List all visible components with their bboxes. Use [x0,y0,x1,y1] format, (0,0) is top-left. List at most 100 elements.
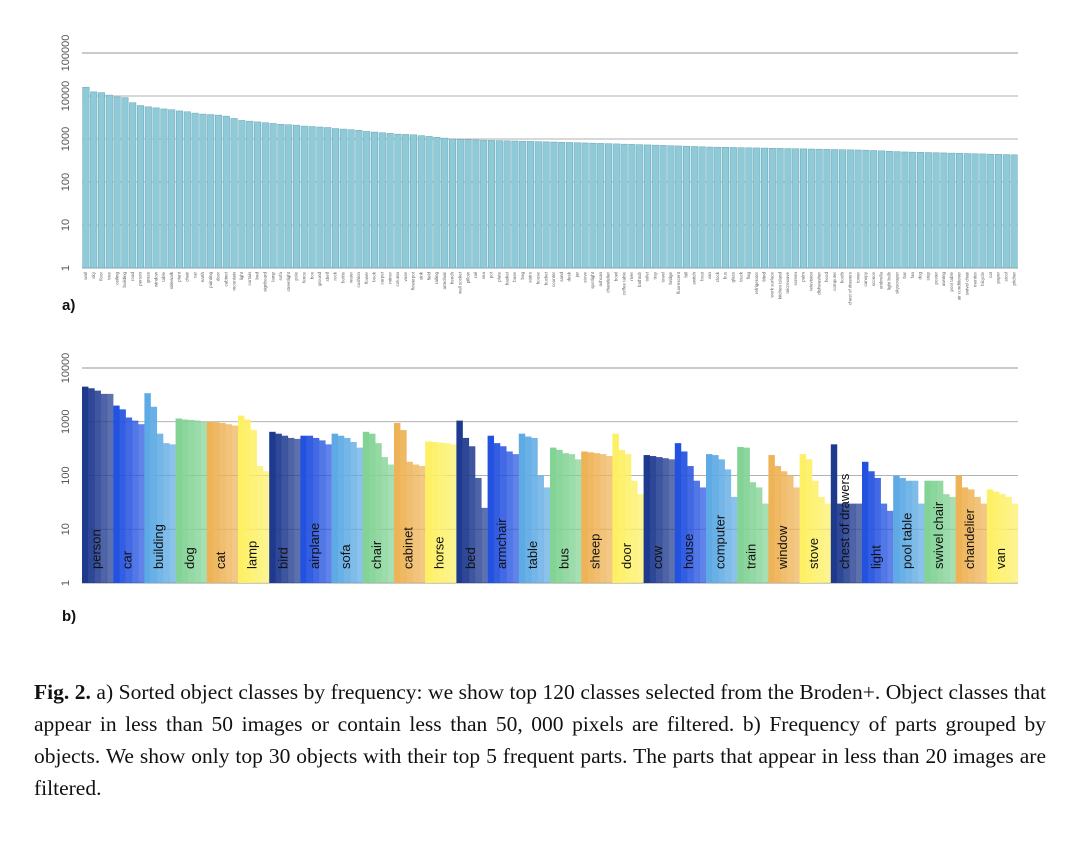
bar [854,149,862,269]
bar [225,424,232,583]
x-tick-label: awning [941,272,946,287]
caption: Fig. 2. a) Sorted object classes by freq… [34,676,1046,804]
bar [82,86,90,269]
bar [792,148,800,269]
bar [643,455,651,583]
bar [550,141,558,269]
bar [418,466,426,583]
bar [556,449,563,583]
bar [355,129,363,269]
group-label: armchair [494,518,509,569]
x-tick-label: shelf [325,271,330,281]
x-tick-label: paper [996,272,1001,284]
bar [113,96,121,269]
bar [581,142,589,269]
bar [805,459,813,583]
bar [774,466,782,583]
x-tick-label: earth [200,272,205,283]
bar [862,461,869,583]
bar [300,435,307,583]
x-tick-label: table [161,272,166,282]
bar [331,128,340,269]
bar [262,471,270,583]
bar [755,487,763,583]
bar [760,147,769,269]
x-tick-label: vase [403,272,408,282]
y-tick-label: 10 [60,523,72,535]
x-tick-label: coffee table [621,272,626,296]
bar [344,437,351,583]
bar [818,496,825,583]
bar [837,503,844,583]
y-tick-label: 1 [60,265,72,271]
bar [156,433,164,583]
x-tick-label: boat [699,271,704,281]
x-tick-label: armchair [442,272,447,290]
x-tick-label: stove [582,272,587,283]
bar [855,503,863,583]
bar [219,422,226,583]
bar [568,454,576,583]
bar [417,135,425,269]
bar [718,459,725,583]
bar [955,153,964,269]
x-tick-label: car [192,272,197,279]
x-tick-label: switch [691,272,696,285]
x-tick-label: desk [567,271,572,281]
bar [337,435,345,583]
x-tick-label: booth [840,272,845,284]
bar [269,123,277,269]
bar [846,149,854,269]
bar [456,139,464,269]
bar [780,471,788,583]
bar [838,149,847,269]
bar [843,503,850,583]
bar [394,133,402,269]
bar [222,115,230,269]
bar [144,393,151,583]
bar [885,150,893,269]
bar [729,147,737,269]
bar [450,444,457,583]
x-tick-label: river [629,271,634,280]
x-tick-label: painting [208,272,213,288]
x-tick-label: chair [184,272,189,282]
x-tick-label: fluorescent [676,271,681,294]
x-tick-label: work surface [769,272,774,298]
bar [870,150,878,269]
bar [980,503,987,583]
bar [503,140,511,269]
x-tick-label: flowerpot [411,271,416,290]
bar [877,150,886,269]
bar [402,134,410,269]
bar [979,153,987,269]
x-tick-label: pitcher [1011,272,1016,286]
group-label: airplane [307,523,322,569]
bar [724,469,732,583]
y-tick-label: 10 [60,219,72,231]
x-tick-label: chest of drawers [847,271,852,305]
bar [100,393,108,583]
bar [924,152,932,269]
bar [500,446,507,583]
bar [425,136,433,269]
bar [620,143,628,269]
bar [955,475,963,583]
bar [369,433,376,583]
bar [347,129,355,269]
bar [163,443,170,583]
bar [316,126,324,269]
bar [699,487,707,583]
bar [506,451,513,583]
bar [285,124,293,269]
bar [525,436,532,583]
x-tick-label: bowl [613,272,618,281]
bar [138,424,145,583]
x-tick-label: kitchen island [777,272,782,300]
x-tick-label: wall socket [457,271,462,294]
bar [386,133,394,269]
x-tick-label: field [426,272,431,281]
y-tick-label: 1000 [60,127,72,151]
x-tick-label: building [122,272,127,288]
bar [599,454,607,583]
